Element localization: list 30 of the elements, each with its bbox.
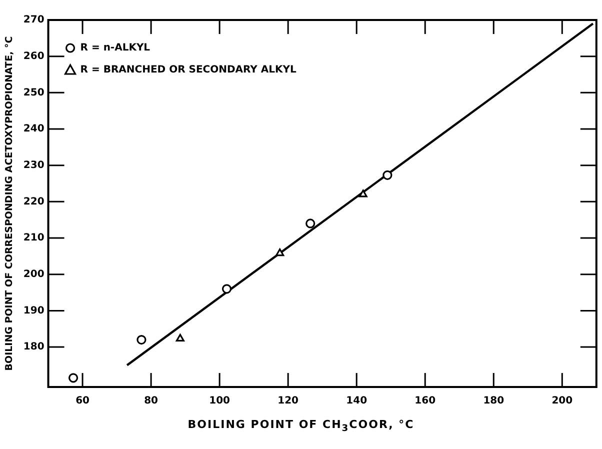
x-tick-label: 180 [483, 396, 504, 407]
legend-label: R = n-ALKYL [80, 42, 151, 54]
x-axis-title: BOILING POINT OF CH$_{3}$COOR, °C [186, 418, 416, 434]
y-tick-label: 260 [23, 50, 44, 62]
y-axis-title: BOILING POINT OF CORRESPONDING ACETOXYPROPIONATE, °C [4, 36, 16, 371]
point [358, 190, 368, 198]
y-tick-label: 250 [23, 87, 44, 98]
y-tick-label: 220 [23, 196, 44, 208]
point [306, 218, 316, 228]
y-tick-label: 200 [23, 268, 44, 280]
x-tick-label: 100 [209, 396, 230, 407]
x-tick-label: 80 [144, 396, 158, 407]
y-tick-label: 210 [23, 232, 44, 244]
x-tick-label: 120 [278, 396, 299, 407]
point [382, 170, 392, 180]
point [222, 284, 232, 294]
point [68, 373, 78, 383]
legend-label: R = BRANCHED OR SECONDARY ALKYL [80, 64, 298, 76]
y-tick-label: 190 [23, 305, 44, 316]
point [276, 248, 284, 256]
y-tick-label: 230 [23, 160, 44, 171]
y-tick-label: 270 [23, 14, 44, 26]
y-tick-label: 240 [23, 124, 44, 135]
x-tick-label: 200 [552, 396, 573, 407]
x-tick-label: 140 [346, 396, 368, 407]
x-tick-label: 160 [414, 396, 436, 407]
x-tick-label: 60 [76, 396, 90, 407]
y-tick-label: 180 [23, 342, 44, 353]
point [136, 334, 146, 345]
point [176, 334, 184, 342]
